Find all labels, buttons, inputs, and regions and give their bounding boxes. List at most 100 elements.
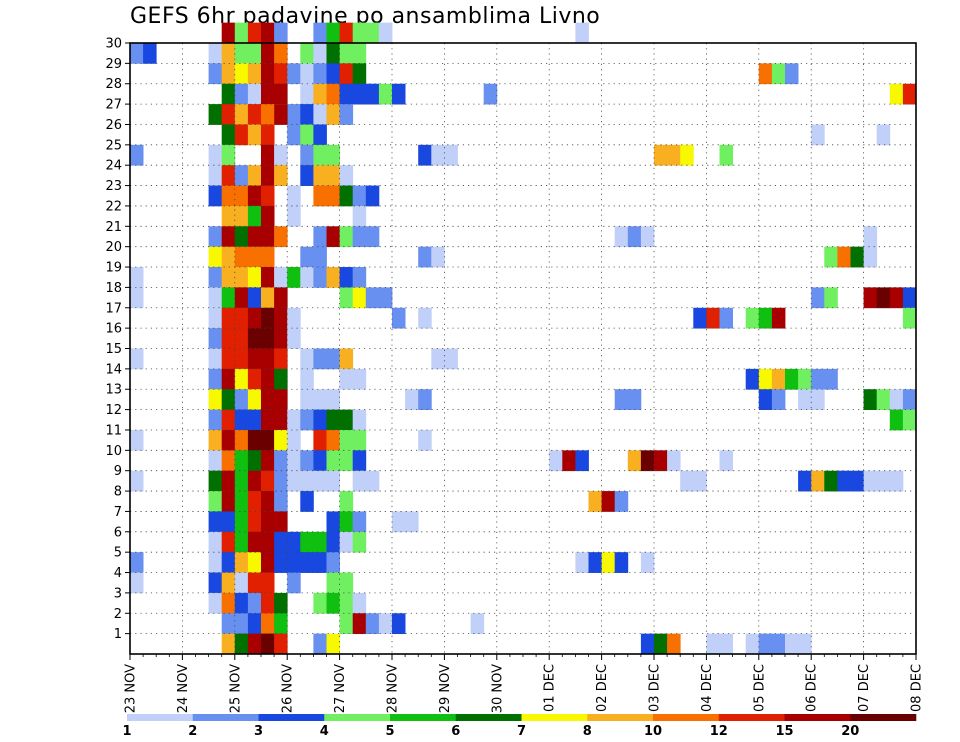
- heatmap-cell: [208, 592, 223, 614]
- heatmap-cell: [208, 226, 223, 248]
- heatmap-cell: [221, 205, 236, 227]
- heatmap-cell: [365, 22, 380, 44]
- y-tick-label: 28: [105, 77, 122, 92]
- heatmap-cell: [143, 43, 157, 64]
- heatmap-cell: [247, 368, 262, 390]
- heatmap-cell: [221, 287, 236, 309]
- y-tick-label: 14: [105, 362, 122, 377]
- heatmap-cell: [247, 226, 262, 248]
- heatmap-cell: [614, 552, 629, 573]
- heatmap-cell: [234, 22, 249, 44]
- heatmap-cell: [287, 104, 301, 125]
- heatmap-cell: [130, 144, 144, 166]
- heatmap-cell: [234, 470, 249, 492]
- heatmap-cell: [392, 307, 406, 329]
- heatmap-cell: [261, 226, 275, 248]
- heatmap-cell: [261, 348, 275, 370]
- y-tick-label: 16: [105, 322, 122, 337]
- heatmap-cell: [130, 572, 144, 594]
- heatmap-cell: [221, 328, 236, 349]
- heatmap-cell: [261, 83, 275, 105]
- heatmap-cell: [221, 592, 236, 614]
- heatmap-cell: [287, 267, 301, 288]
- heatmap-cell: [247, 328, 262, 349]
- heatmap-cell: [274, 389, 288, 410]
- heatmap-cell: [208, 348, 223, 370]
- heatmap-cell: [300, 491, 314, 512]
- heatmap-cell: [287, 328, 301, 349]
- heatmap-cell: [300, 348, 314, 370]
- legend-label: 4: [320, 724, 329, 739]
- heatmap-cell: [339, 287, 354, 309]
- heatmap-cell: [300, 83, 314, 105]
- heatmap-cell: [863, 226, 878, 248]
- heatmap-cell: [208, 409, 223, 431]
- legend-label: 2: [188, 724, 197, 739]
- heatmap-cell: [811, 287, 825, 309]
- y-tick-label: 15: [105, 342, 122, 357]
- heatmap-cell: [287, 63, 301, 85]
- heatmap-cell: [261, 491, 275, 512]
- heatmap-cell: [287, 572, 301, 594]
- heatmap-cell: [234, 83, 249, 105]
- heatmap-cell: [588, 491, 602, 512]
- heatmap-cell: [247, 43, 262, 64]
- heatmap-cell: [274, 63, 288, 85]
- heatmap-cell: [745, 368, 760, 390]
- heatmap-cell: [798, 633, 812, 655]
- heatmap-cell: [300, 368, 314, 390]
- heatmap-cell: [667, 450, 681, 472]
- heatmap-cell: [287, 531, 301, 553]
- heatmap-cell: [234, 368, 249, 390]
- heatmap-cell: [261, 307, 275, 329]
- heatmap-cell: [654, 633, 668, 655]
- heatmap-cell: [261, 165, 275, 186]
- heatmap-cell: [300, 531, 314, 553]
- heatmap-cell: [876, 389, 891, 410]
- heatmap-cell: [221, 104, 236, 125]
- heatmap-cell: [247, 552, 262, 573]
- heatmap-cell: [221, 63, 236, 85]
- heatmap-cell: [313, 389, 327, 410]
- heatmap-cell: [208, 491, 223, 512]
- heatmap-cell: [274, 531, 288, 553]
- heatmap-cell: [352, 43, 367, 64]
- heatmap-cell: [693, 307, 707, 329]
- y-tick-label: 20: [105, 240, 122, 255]
- heatmap-cell: [130, 287, 144, 309]
- legend-label: 10: [644, 724, 662, 739]
- heatmap-cell: [863, 470, 878, 492]
- legend-label: 7: [517, 724, 526, 739]
- heatmap-cell: [352, 531, 367, 553]
- heatmap-cell: [234, 205, 249, 227]
- heatmap-cell: [771, 633, 786, 655]
- heatmap-cell: [811, 470, 825, 492]
- legend-swatch: [521, 714, 588, 721]
- heatmap-cell: [313, 429, 327, 451]
- heatmap-cell: [365, 226, 380, 248]
- heatmap-cell: [575, 552, 589, 573]
- heatmap-cell: [352, 511, 367, 533]
- y-tick-label: 8: [114, 485, 122, 500]
- heatmap-cell: [378, 287, 393, 309]
- x-tick-label: 08 DEC: [910, 664, 925, 712]
- heatmap-cell: [261, 185, 275, 207]
- heatmap-cell: [208, 246, 223, 268]
- heatmap-cell: [274, 633, 288, 655]
- heatmap-cell: [247, 613, 262, 635]
- heatmap-cell: [221, 572, 236, 594]
- heatmap-cell: [667, 633, 681, 655]
- legend-swatch: [587, 714, 654, 721]
- heatmap-cell: [130, 267, 144, 288]
- heatmap-cell: [627, 389, 642, 410]
- heatmap-cell: [326, 389, 340, 410]
- heatmap-cell: [247, 307, 262, 329]
- heatmap-cell: [785, 633, 799, 655]
- heatmap-cell: [208, 63, 223, 85]
- heatmap-cell: [444, 348, 458, 370]
- heatmap-cell: [221, 144, 236, 166]
- x-tick-label: 28 NOV: [386, 664, 401, 713]
- heatmap-cell: [221, 389, 236, 410]
- heatmap-cell: [863, 389, 878, 410]
- x-tick-label: 02 DEC: [595, 664, 610, 712]
